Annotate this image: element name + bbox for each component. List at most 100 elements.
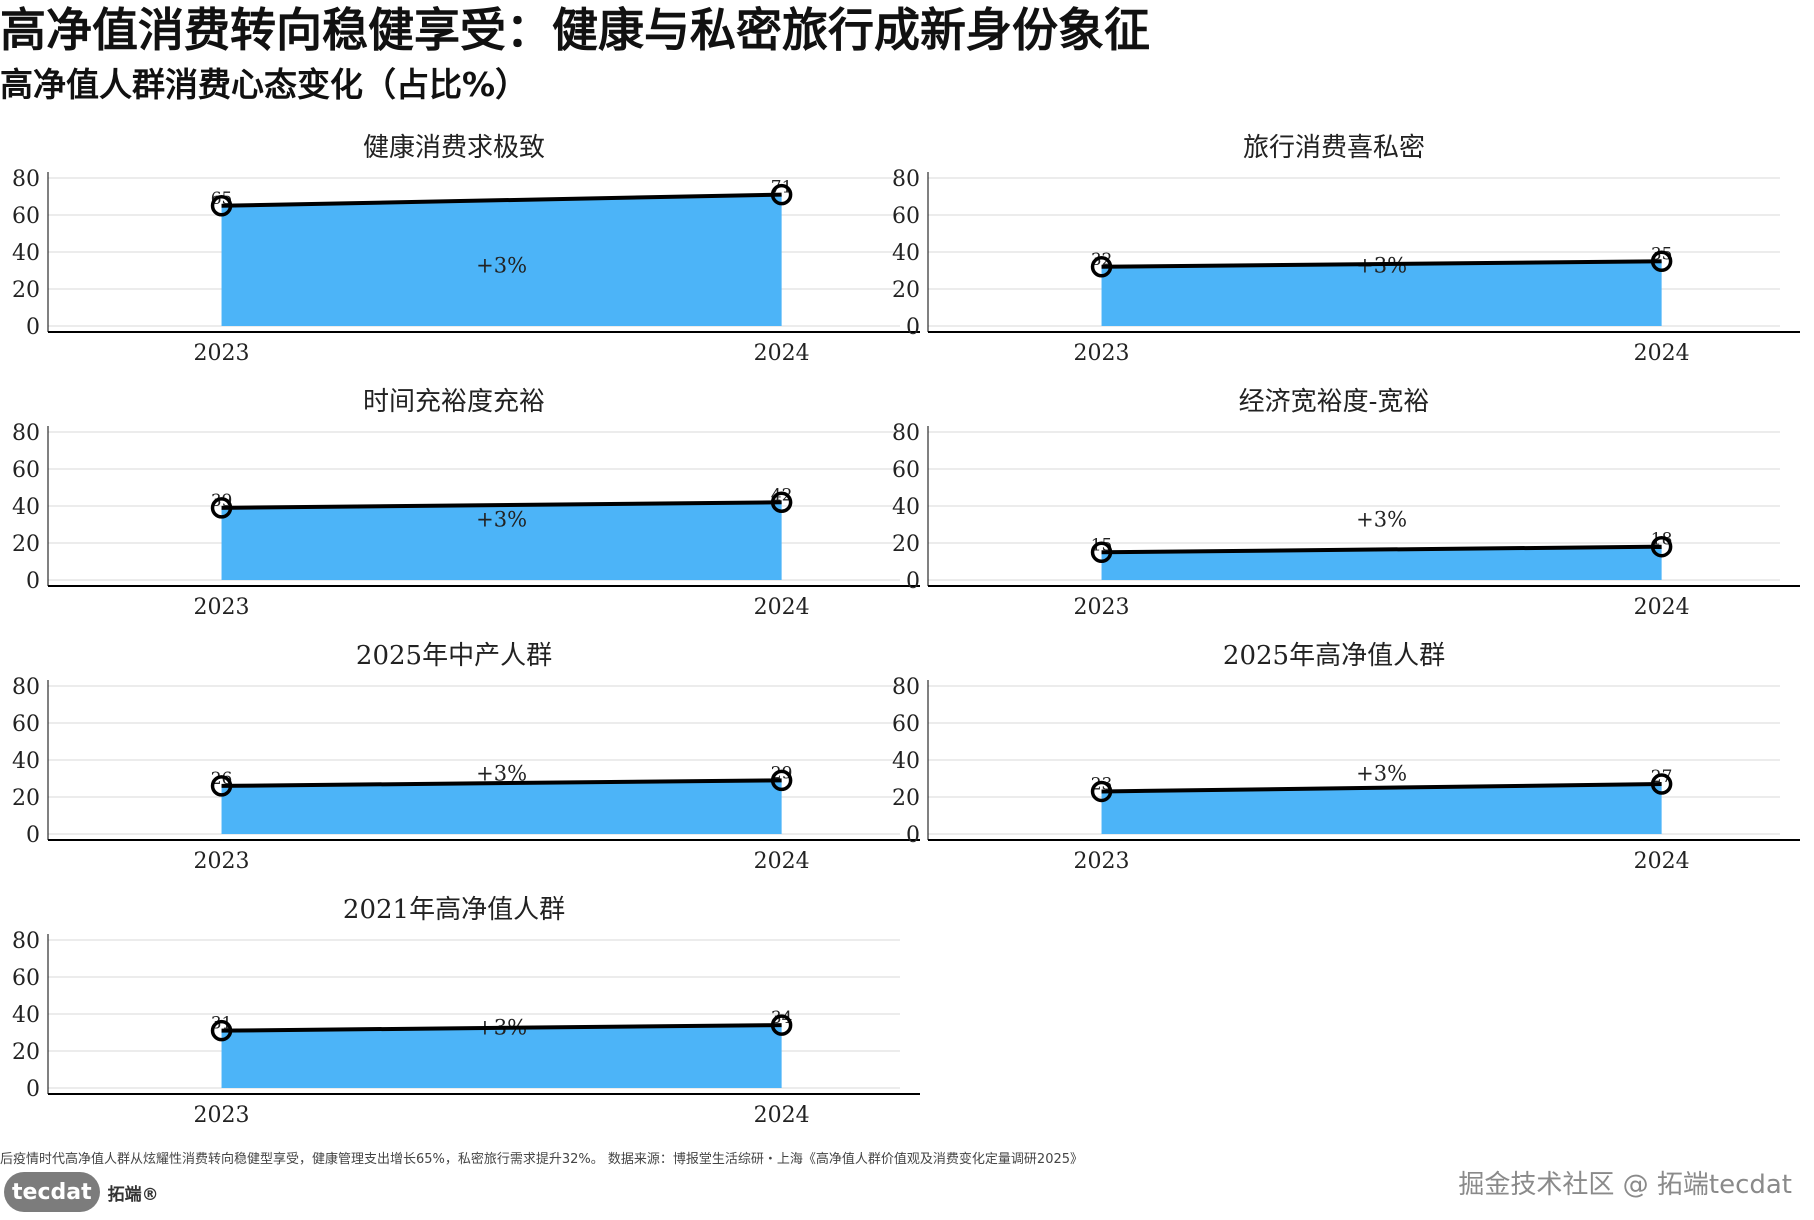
panel-title: 旅行消费喜私密 [1243,133,1425,163]
brand-name: 拓端® [107,1184,159,1205]
x-tick-label: 2023 [1074,595,1130,620]
x-tick-label: 2024 [1634,341,1690,366]
y-tick-label: 60 [12,204,40,229]
data-label: 65 [211,189,233,209]
y-tick-label: 80 [12,675,40,700]
x-tick-label: 2023 [1074,849,1130,874]
change-annotation: +3% [476,508,527,532]
y-tick-label: 40 [892,749,920,774]
y-tick-label: 20 [12,786,40,811]
data-point [1090,780,1113,803]
y-tick-label: 80 [892,167,920,192]
series-line [221,1023,782,1033]
series-line [1101,782,1662,794]
area-fill [1101,261,1662,326]
data-point [770,1014,793,1036]
y-tick-label: 40 [892,241,920,266]
watermark: 掘金技术社区 @ 拓端tecdat [1458,1170,1792,1200]
x-tick-label: 2023 [194,1103,250,1128]
y-tick-label: 0 [906,569,920,594]
brand: tecdat 拓端® [4,1170,159,1214]
y-tick-label: 0 [26,823,40,848]
page-title: 高净值消费转向稳健享受：健康与私密旅行成新身份象征 [0,3,1150,57]
data-label: 35 [1651,244,1673,264]
x-tick-label: 2024 [754,341,810,366]
y-tick-label: 80 [12,421,40,446]
brand-logo: tecdat [4,1172,100,1212]
x-tick-label: 2024 [754,1103,810,1128]
y-tick-label: 80 [12,167,40,192]
y-tick-label: 40 [892,495,920,520]
data-label: 27 [1651,767,1673,787]
y-tick-label: 20 [892,278,920,303]
y-tick-label: 60 [892,204,920,229]
y-tick-label: 40 [12,241,40,266]
y-tick-label: 80 [12,929,40,954]
data-label: 23 [1091,774,1113,794]
series-line [221,778,782,788]
data-label: 29 [771,763,793,783]
y-tick-label: 60 [892,458,920,483]
y-tick-label: 60 [12,712,40,737]
data-label: 18 [1651,530,1673,550]
x-tick-label: 2024 [754,595,810,620]
data-point [210,775,233,797]
y-tick-label: 20 [892,532,920,557]
data-point [210,195,233,217]
panel-title: 时间充裕度充裕 [363,387,545,417]
y-tick-label: 20 [12,278,40,303]
y-tick-label: 0 [26,1077,40,1102]
y-tick-label: 60 [12,966,40,991]
page-subtitle: 高净值人群消费心态变化（占比%） [0,65,529,104]
panel-title: 2025年中产人群 [356,641,552,671]
x-tick-label: 2024 [754,849,810,874]
y-tick-label: 0 [26,315,40,340]
series-line [221,192,782,208]
y-tick-label: 40 [12,495,40,520]
data-point [1650,535,1673,558]
data-point [210,497,233,519]
data-point [770,769,793,792]
area-fill [221,1025,782,1088]
x-tick-label: 2023 [194,595,250,620]
data-label: 71 [771,178,793,198]
y-tick-label: 20 [892,786,920,811]
y-tick-label: 20 [12,1040,40,1065]
x-tick-label: 2023 [194,341,250,366]
data-point [770,183,793,206]
data-label: 15 [1091,535,1113,555]
data-point [1090,541,1113,563]
x-tick-label: 2023 [194,849,250,874]
data-label: 26 [211,769,233,789]
x-tick-label: 2024 [1634,595,1690,620]
y-tick-label: 60 [12,458,40,483]
y-tick-label: 80 [892,675,920,700]
area-fill [1101,546,1662,580]
data-label: 39 [211,491,233,511]
series-line [221,500,782,510]
panel-title: 健康消费求极致 [363,133,545,163]
panel-title: 2025年高净值人群 [1223,641,1445,671]
y-tick-label: 0 [26,569,40,594]
area-fill [221,780,782,834]
y-tick-label: 0 [906,823,920,848]
area-fill [221,194,782,326]
data-point [1650,250,1673,272]
change-annotation: +3% [1356,762,1407,786]
data-label: 32 [1091,250,1113,270]
data-point [210,1019,233,1042]
y-tick-label: 20 [12,532,40,557]
y-tick-label: 60 [892,712,920,737]
change-annotation: +3% [1356,508,1407,532]
y-tick-label: 40 [12,749,40,774]
area-fill [221,502,782,580]
data-label: 42 [771,485,793,505]
series-line [1101,544,1662,555]
series-line [1101,259,1662,269]
footnote: 后疫情时代高净值人群从炫耀性消费转向稳健型享受，健康管理支出增长65%，私密旅行… [0,1152,1084,1167]
data-point [770,491,793,514]
y-tick-label: 0 [906,315,920,340]
y-tick-label: 40 [12,1003,40,1028]
data-label: 31 [211,1014,233,1034]
